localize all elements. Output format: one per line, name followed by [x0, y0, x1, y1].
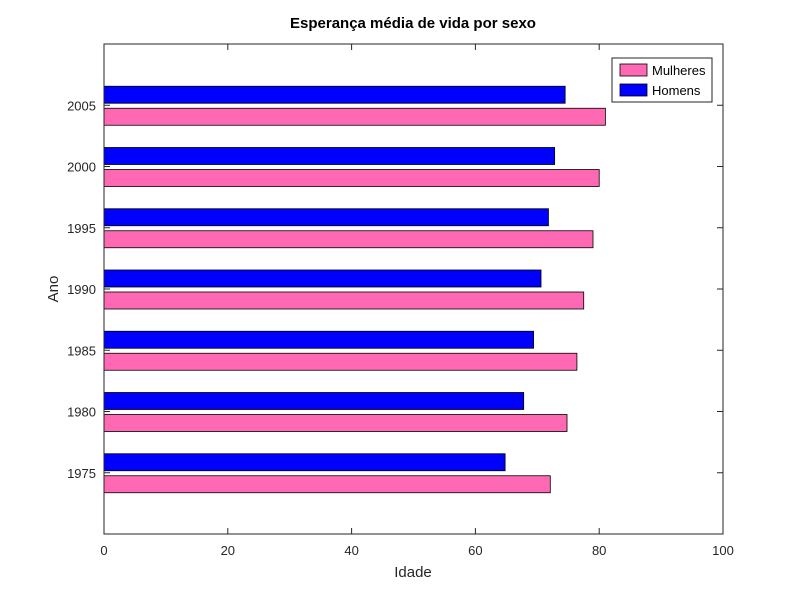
x-axis-label: Idade	[394, 564, 432, 581]
legend-label-homens: Homens	[652, 83, 701, 98]
chart-title: Esperança média de vida por sexo	[290, 15, 536, 32]
y-tick-label: 1980	[67, 405, 96, 420]
bar-mulheres-1990	[103, 291, 585, 310]
bar-mulheres-2000	[103, 169, 600, 187]
y-tick-label: 2000	[67, 160, 96, 175]
bar-homens-2005	[103, 85, 566, 104]
y-axis-label: Ano	[45, 276, 62, 303]
x-tick-label: 0	[100, 543, 107, 558]
x-tick-label: 20	[221, 543, 235, 558]
bar-mulheres-1985	[103, 352, 578, 371]
bar-mulheres-1975	[103, 475, 551, 494]
bar-homens-1980	[103, 392, 525, 410]
y-tick-label: 1990	[67, 282, 96, 297]
legend-label-mulheres: Mulheres	[652, 63, 706, 78]
bar-mulheres-1995	[103, 230, 594, 249]
bar-homens-1975	[103, 453, 506, 472]
y-tick-label: 1985	[67, 343, 96, 358]
x-axis: 0 20 40 60 80 100	[100, 44, 734, 558]
bar-mulheres-2005	[103, 107, 606, 126]
plot-area	[104, 44, 723, 534]
y-axis: 1975 1980 1985 1990 1995 2000 2005	[67, 98, 723, 481]
x-tick-label: 60	[468, 543, 482, 558]
legend-swatch-mulheres	[619, 63, 648, 77]
x-tick-label: 40	[344, 543, 358, 558]
y-tick-label: 1975	[67, 466, 96, 481]
y-tick-label: 2005	[67, 98, 96, 113]
legend: Mulheres Homens	[611, 57, 713, 103]
bar-homens-1995	[103, 208, 549, 227]
bar-homens-1985	[103, 330, 534, 349]
x-tick-label: 80	[592, 543, 606, 558]
bar-mulheres-1980	[103, 414, 568, 432]
x-tick-label: 100	[712, 543, 734, 558]
legend-swatch-homens	[619, 83, 648, 97]
y-tick-label: 1995	[67, 221, 96, 236]
bar-homens-2000	[103, 147, 556, 165]
bar-homens-1990	[103, 269, 542, 288]
